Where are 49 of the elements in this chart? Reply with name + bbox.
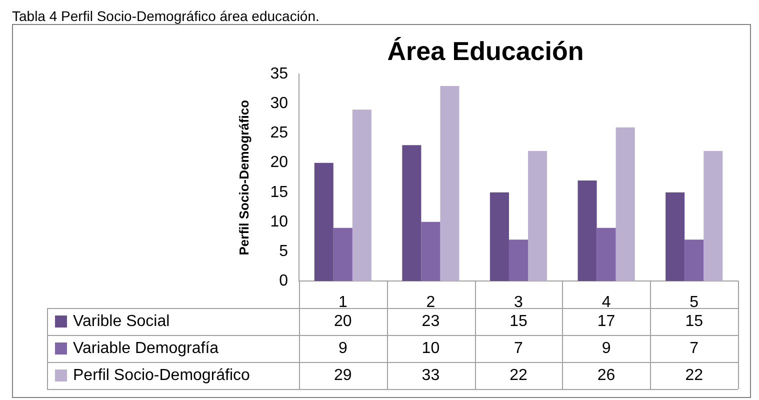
data-label: 15 xyxy=(685,312,704,330)
legend-label: Perfil Socio-Demográfico xyxy=(73,366,250,384)
x-tick-label: 3 xyxy=(514,294,524,312)
text: Tabla 4 Perfil Socio-Demográfico área educación. xyxy=(12,8,320,24)
bar xyxy=(684,240,704,281)
bar xyxy=(421,222,440,281)
bar xyxy=(402,145,422,281)
data-label: 26 xyxy=(597,366,616,384)
x-tick-label: 1 xyxy=(338,294,348,312)
x-tick-label: 5 xyxy=(690,294,699,312)
data-label: 22 xyxy=(510,366,528,384)
data-label: 20 xyxy=(334,312,352,330)
data-label: 17 xyxy=(597,312,616,330)
bar xyxy=(528,151,548,281)
data-label: 23 xyxy=(422,312,440,330)
data-label: 22 xyxy=(685,366,704,384)
y-tick-label: 10 xyxy=(270,213,288,230)
bar xyxy=(314,162,334,281)
y-tick-label: 35 xyxy=(270,66,288,83)
bar xyxy=(666,192,685,281)
chart-title: Área Educación xyxy=(387,36,584,66)
bar xyxy=(704,151,723,281)
x-tick-label: 2 xyxy=(426,294,436,312)
data-label: 29 xyxy=(334,366,352,384)
y-tick-label: 15 xyxy=(270,184,288,201)
y-tick-label: 0 xyxy=(279,272,288,290)
bar xyxy=(596,228,616,281)
y-tick-label: 30 xyxy=(270,95,288,112)
bar xyxy=(508,240,528,281)
y-tick-label: 25 xyxy=(270,124,288,142)
bar xyxy=(578,180,597,281)
data-label: 9 xyxy=(338,340,348,357)
bar xyxy=(352,110,372,281)
data-label: 33 xyxy=(422,366,440,384)
y-axis-title: Perfil Socio-Demográfico xyxy=(236,100,252,256)
bar xyxy=(490,192,509,281)
data-label: 10 xyxy=(422,340,440,357)
y-tick-label: 5 xyxy=(279,242,288,260)
data-label: 15 xyxy=(510,312,528,330)
data-label: 7 xyxy=(514,340,524,357)
data-label: 9 xyxy=(602,340,611,357)
bar xyxy=(616,127,635,281)
bar xyxy=(440,86,460,281)
x-tick-label: 4 xyxy=(602,294,611,312)
legend-label: Varible Social xyxy=(73,312,170,330)
legend-label: Variable Demografía xyxy=(73,340,219,357)
data-label: 7 xyxy=(690,340,699,357)
bar xyxy=(333,228,352,281)
y-tick-label: 20 xyxy=(270,154,288,172)
